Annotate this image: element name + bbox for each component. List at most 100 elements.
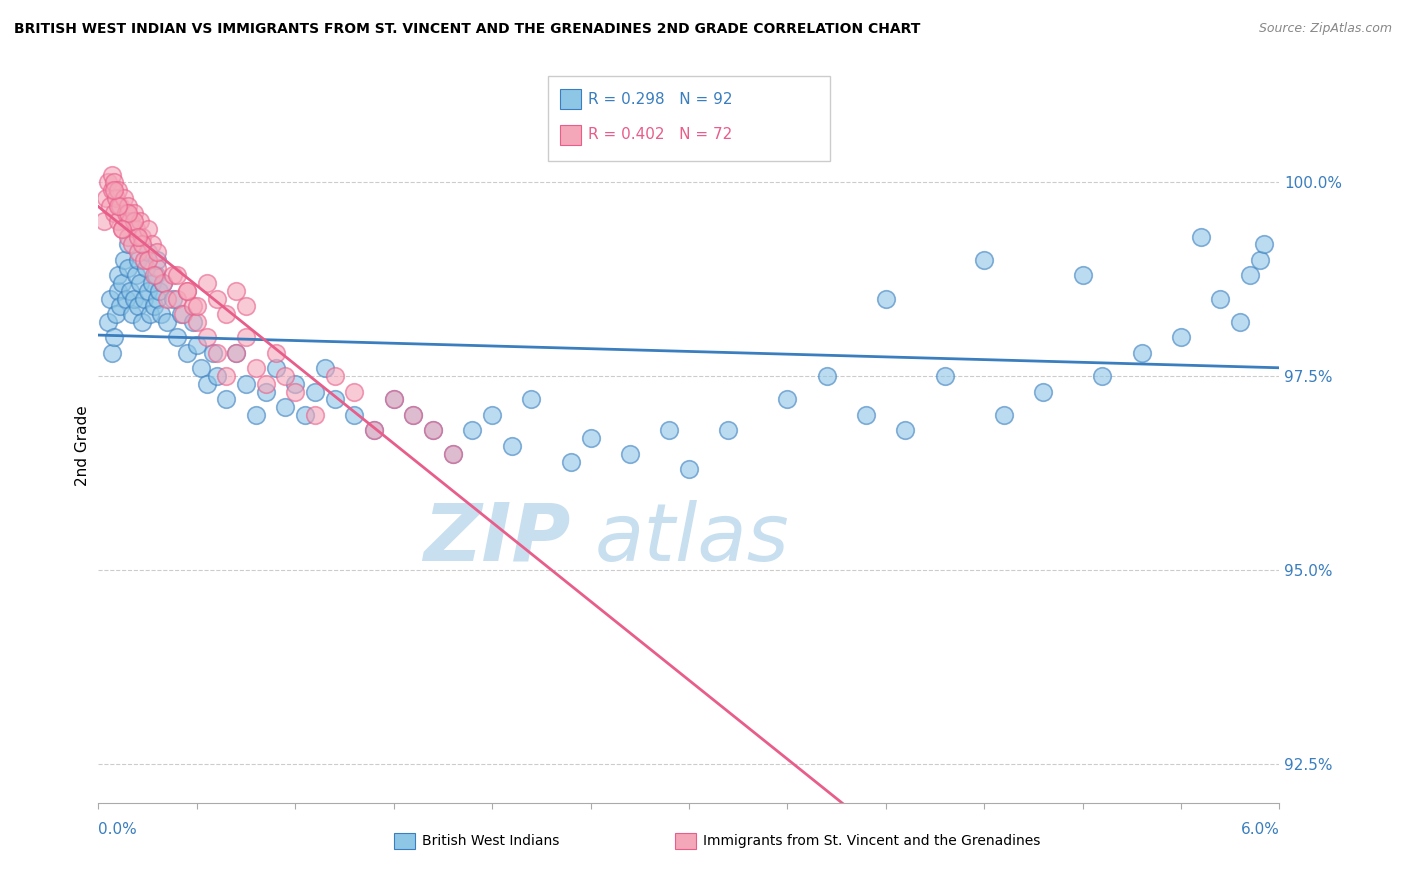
Point	[142, 299, 165, 313]
Point	[111, 222, 134, 236]
Point	[97, 175, 120, 189]
Point	[146, 245, 169, 260]
Point	[678, 462, 700, 476]
Point	[235, 299, 257, 313]
Point	[1071, 268, 1094, 283]
Point	[245, 361, 267, 376]
Point	[127, 252, 149, 267]
Point	[1249, 252, 1271, 267]
Point	[875, 292, 897, 306]
Point	[125, 268, 148, 283]
Point	[1032, 384, 1054, 399]
Point	[128, 214, 150, 228]
Point	[176, 346, 198, 360]
Point	[132, 292, 155, 306]
Point	[146, 252, 169, 267]
Point	[98, 292, 121, 306]
Point	[141, 237, 163, 252]
Point	[382, 392, 405, 407]
Point	[152, 276, 174, 290]
Point	[96, 191, 118, 205]
Point	[658, 424, 681, 438]
Point	[131, 315, 153, 329]
Point	[363, 424, 385, 438]
Point	[136, 252, 159, 267]
Point	[422, 424, 444, 438]
Point	[934, 369, 956, 384]
Point	[127, 299, 149, 313]
Text: R = 0.402   N = 72: R = 0.402 N = 72	[588, 128, 733, 142]
Point	[141, 276, 163, 290]
Point	[235, 376, 257, 391]
Point	[441, 447, 464, 461]
Point	[122, 292, 145, 306]
Point	[993, 408, 1015, 422]
Point	[101, 168, 124, 182]
Point	[422, 424, 444, 438]
Point	[855, 408, 877, 422]
Point	[894, 424, 917, 438]
Point	[284, 376, 307, 391]
Point	[136, 245, 159, 260]
Point	[117, 260, 139, 275]
Point	[122, 214, 145, 228]
Y-axis label: 2nd Grade: 2nd Grade	[75, 406, 90, 486]
Point	[205, 292, 228, 306]
Point	[131, 229, 153, 244]
Text: British West Indians: British West Indians	[422, 834, 560, 848]
Point	[1253, 237, 1275, 252]
Point	[181, 315, 204, 329]
Point	[115, 206, 138, 220]
Text: atlas: atlas	[595, 500, 789, 578]
Point	[172, 307, 194, 321]
Point	[176, 284, 198, 298]
Point	[215, 307, 238, 321]
Point	[170, 307, 193, 321]
Point	[195, 376, 218, 391]
Point	[264, 361, 287, 376]
Point	[138, 307, 160, 321]
Point	[127, 245, 149, 260]
Point	[186, 315, 208, 329]
Point	[343, 384, 366, 399]
Point	[1130, 346, 1153, 360]
Point	[166, 330, 188, 344]
Point	[304, 384, 326, 399]
Point	[107, 183, 129, 197]
Point	[215, 392, 238, 407]
Text: 0.0%: 0.0%	[98, 822, 138, 837]
Point	[146, 292, 169, 306]
Point	[254, 376, 277, 391]
Point	[205, 369, 228, 384]
Point	[363, 424, 385, 438]
Point	[314, 361, 336, 376]
Point	[132, 252, 155, 267]
Point	[152, 276, 174, 290]
Point	[186, 299, 208, 313]
Point	[103, 183, 125, 197]
Text: Immigrants from St. Vincent and the Grenadines: Immigrants from St. Vincent and the Gren…	[703, 834, 1040, 848]
Point	[205, 346, 228, 360]
Point	[142, 268, 165, 283]
Point	[973, 252, 995, 267]
Point	[245, 408, 267, 422]
Point	[121, 307, 143, 321]
Point	[115, 292, 138, 306]
Point	[103, 206, 125, 220]
Point	[225, 346, 247, 360]
Point	[127, 229, 149, 244]
Point	[1189, 229, 1212, 244]
Point	[402, 408, 425, 422]
Text: 6.0%: 6.0%	[1240, 822, 1279, 837]
Point	[264, 346, 287, 360]
Point	[343, 408, 366, 422]
Point	[117, 237, 139, 252]
Point	[382, 392, 405, 407]
Point	[195, 276, 218, 290]
Point	[156, 315, 179, 329]
Point	[105, 307, 128, 321]
Text: R = 0.298   N = 92: R = 0.298 N = 92	[588, 92, 733, 106]
Point	[284, 384, 307, 399]
Point	[215, 369, 238, 384]
Point	[125, 222, 148, 236]
